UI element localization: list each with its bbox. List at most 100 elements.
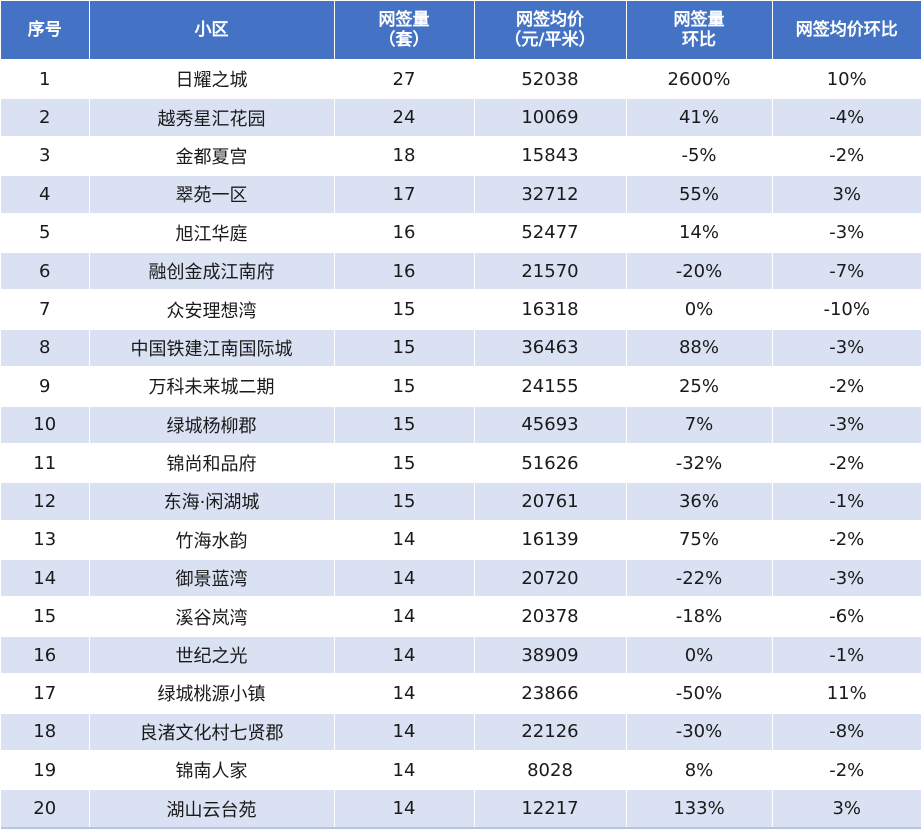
cell-price: 52038 bbox=[474, 60, 627, 100]
header-volume-mom-line2: 环比 bbox=[682, 30, 716, 50]
cell-volume-mom: -32% bbox=[626, 443, 773, 484]
header-price: 网签均价 （元/平米） bbox=[474, 1, 627, 61]
cell-name: 东海·闲湖城 bbox=[89, 482, 335, 522]
cell-volume: 24 bbox=[334, 98, 475, 138]
cell-price: 20761 bbox=[474, 482, 627, 522]
cell-price-mom: -2% bbox=[772, 367, 921, 407]
cell-volume: 15 bbox=[334, 290, 475, 330]
cell-price: 23866 bbox=[474, 674, 627, 714]
cell-price-mom: -7% bbox=[772, 251, 921, 292]
cell-volume: 15 bbox=[334, 405, 475, 445]
cell-price: 8028 bbox=[474, 751, 627, 791]
table-row: 7 众安理想湾 15 16318 0% -10% bbox=[1, 290, 921, 330]
cell-price: 38909 bbox=[474, 635, 627, 676]
cell-price-mom: -3% bbox=[772, 213, 921, 253]
table-row: 18 良渚文化村七贤郡 14 22126 -30% -8% bbox=[1, 712, 921, 753]
cell-volume: 14 bbox=[334, 712, 475, 753]
cell-rank: 3 bbox=[1, 136, 90, 177]
cell-name: 翠苑一区 bbox=[89, 175, 335, 215]
cell-volume: 16 bbox=[334, 251, 475, 292]
cell-name: 众安理想湾 bbox=[89, 290, 335, 330]
cell-volume: 14 bbox=[334, 674, 475, 714]
cell-rank: 8 bbox=[1, 328, 90, 369]
cell-volume-mom: 55% bbox=[626, 175, 773, 215]
cell-price-mom: -2% bbox=[772, 520, 921, 561]
header-price-line2: （元/平米） bbox=[504, 30, 596, 50]
cell-price: 16139 bbox=[474, 520, 627, 561]
header-volume: 网签量 （套） bbox=[334, 1, 475, 61]
cell-name: 金都夏宫 bbox=[89, 136, 335, 177]
cell-rank: 18 bbox=[1, 712, 90, 753]
cell-name: 日耀之城 bbox=[89, 60, 335, 100]
cell-name: 越秀星汇花园 bbox=[89, 98, 335, 138]
cell-price: 45693 bbox=[474, 405, 627, 445]
cell-rank: 20 bbox=[1, 789, 90, 829]
cell-price-mom: -10% bbox=[772, 290, 921, 330]
cell-volume-mom: -20% bbox=[626, 251, 773, 292]
header-price-line1: 网签均价 bbox=[516, 10, 584, 30]
cell-rank: 12 bbox=[1, 482, 90, 522]
table-row: 2 越秀星汇花园 24 10069 41% -4% bbox=[1, 98, 921, 138]
cell-volume-mom: 7% bbox=[626, 405, 773, 445]
cell-rank: 16 bbox=[1, 635, 90, 676]
cell-volume: 14 bbox=[334, 789, 475, 829]
header-row: 序号 小区 网签量 （套） 网签均价 （元/平米） 网签量 环比 网签均价环比 bbox=[1, 1, 921, 61]
header-volume-mom-line1: 网签量 bbox=[673, 10, 725, 30]
header-price-mom: 网签均价环比 bbox=[772, 1, 921, 61]
cell-volume-mom: 25% bbox=[626, 367, 773, 407]
cell-volume-mom: 14% bbox=[626, 213, 773, 253]
cell-volume-mom: 41% bbox=[626, 98, 773, 138]
cell-price-mom: -2% bbox=[772, 136, 921, 177]
cell-price-mom: -2% bbox=[772, 443, 921, 484]
table-body: 1 日耀之城 27 52038 2600% 10% 2 越秀星汇花园 24 10069 41% -4%… bbox=[1, 60, 921, 829]
table-row: 4 翠苑一区 17 32712 55% 3% bbox=[1, 175, 921, 215]
cell-volume: 27 bbox=[334, 60, 475, 100]
cell-rank: 15 bbox=[1, 597, 90, 637]
cell-rank: 7 bbox=[1, 290, 90, 330]
cell-volume: 14 bbox=[334, 635, 475, 676]
table-row: 12 东海·闲湖城 15 20761 36% -1% bbox=[1, 482, 921, 522]
header-volume-line1: 网签量 bbox=[378, 10, 430, 30]
cell-volume: 14 bbox=[334, 597, 475, 637]
cell-price: 10069 bbox=[474, 98, 627, 138]
cell-volume: 17 bbox=[334, 175, 475, 215]
header-volume-mom: 网签量 环比 bbox=[626, 1, 773, 61]
header-name: 小区 bbox=[89, 1, 335, 61]
cell-name: 旭江华庭 bbox=[89, 213, 335, 253]
cell-volume-mom: -5% bbox=[626, 136, 773, 177]
cell-price-mom: 11% bbox=[772, 674, 921, 714]
cell-rank: 1 bbox=[1, 60, 90, 100]
table-row: 14 御景蓝湾 14 20720 -22% -3% bbox=[1, 559, 921, 599]
header-volume-line2: （套） bbox=[378, 30, 430, 50]
cell-rank: 17 bbox=[1, 674, 90, 714]
cell-rank: 2 bbox=[1, 98, 90, 138]
cell-volume-mom: 0% bbox=[626, 635, 773, 676]
cell-price-mom: -4% bbox=[772, 98, 921, 138]
table-row: 9 万科未来城二期 15 24155 25% -2% bbox=[1, 367, 921, 407]
cell-volume: 16 bbox=[334, 213, 475, 253]
cell-name: 融创金成江南府 bbox=[89, 251, 335, 292]
table-row: 8 中国铁建江南国际城 15 36463 88% -3% bbox=[1, 328, 921, 369]
cell-price: 20720 bbox=[474, 559, 627, 599]
cell-price-mom: 3% bbox=[772, 789, 921, 829]
cell-price-mom: -1% bbox=[772, 482, 921, 522]
table-row: 20 湖山云台苑 14 12217 133% 3% bbox=[1, 789, 921, 829]
cell-rank: 4 bbox=[1, 175, 90, 215]
cell-rank: 6 bbox=[1, 251, 90, 292]
cell-rank: 13 bbox=[1, 520, 90, 561]
cell-price: 16318 bbox=[474, 290, 627, 330]
cell-rank: 19 bbox=[1, 751, 90, 791]
cell-price-mom: -6% bbox=[772, 597, 921, 637]
cell-volume-mom: 2600% bbox=[626, 60, 773, 100]
cell-volume: 14 bbox=[334, 751, 475, 791]
cell-volume: 14 bbox=[334, 559, 475, 599]
cell-price-mom: -3% bbox=[772, 328, 921, 369]
cell-volume: 15 bbox=[334, 443, 475, 484]
table-row: 19 锦南人家 14 8028 8% -2% bbox=[1, 751, 921, 791]
cell-price-mom: 10% bbox=[772, 60, 921, 100]
table-row: 1 日耀之城 27 52038 2600% 10% bbox=[1, 60, 921, 100]
cell-name: 溪谷岚湾 bbox=[89, 597, 335, 637]
cell-price: 12217 bbox=[474, 789, 627, 829]
cell-rank: 11 bbox=[1, 443, 90, 484]
